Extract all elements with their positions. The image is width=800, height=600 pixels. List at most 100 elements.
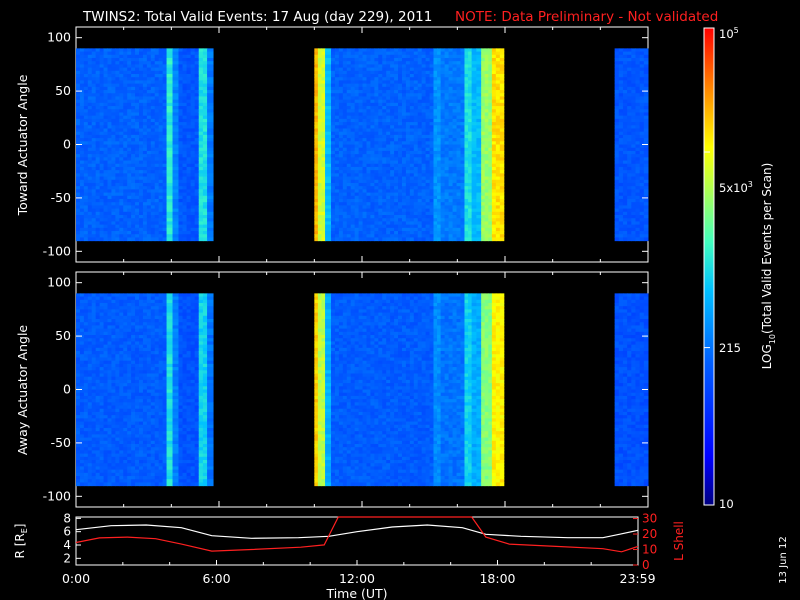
toward-heatmap-cell bbox=[186, 131, 192, 136]
toward-heatmap-cell bbox=[468, 221, 473, 226]
toward-heatmap-cell bbox=[79, 96, 85, 101]
toward-heatmap-cell bbox=[390, 144, 395, 149]
toward-heatmap-cell bbox=[464, 221, 469, 226]
toward-heatmap-cell bbox=[135, 150, 140, 155]
toward-heatmap-cell bbox=[452, 61, 458, 65]
toward-heatmap-cell bbox=[76, 237, 81, 242]
toward-heatmap-cell bbox=[425, 237, 431, 242]
toward-heatmap-cell bbox=[79, 99, 85, 104]
toward-heatmap-cell bbox=[107, 134, 112, 139]
toward-heatmap-cell bbox=[162, 144, 168, 149]
toward-heatmap-cell bbox=[314, 86, 319, 91]
toward-heatmap-cell bbox=[190, 234, 196, 238]
toward-heatmap-cell bbox=[448, 218, 454, 222]
toward-heatmap-cell bbox=[99, 224, 105, 229]
toward-heatmap-cell bbox=[150, 170, 156, 174]
toward-heatmap-cell bbox=[398, 118, 403, 123]
toward-heatmap-cell bbox=[182, 90, 188, 94]
toward-heatmap-cell bbox=[362, 166, 367, 171]
toward-heatmap-cell bbox=[452, 173, 458, 178]
toward-heatmap-cell bbox=[499, 64, 505, 69]
toward-heatmap-cell bbox=[417, 173, 423, 178]
toward-heatmap-cell bbox=[618, 115, 624, 120]
toward-heatmap-cell bbox=[476, 192, 482, 197]
toward-heatmap-cell bbox=[142, 150, 148, 155]
toward-heatmap-cell bbox=[409, 70, 415, 75]
toward-heatmap-cell bbox=[499, 93, 505, 97]
toward-heatmap-cell bbox=[95, 166, 101, 171]
toward-heatmap-cell bbox=[401, 208, 407, 213]
toward-heatmap-cell bbox=[484, 122, 489, 126]
toward-heatmap-cell bbox=[342, 144, 348, 149]
toward-heatmap-cell bbox=[95, 218, 101, 222]
toward-heatmap-cell bbox=[182, 195, 188, 200]
toward-heatmap-cell bbox=[456, 182, 462, 187]
chart-note: NOTE: Data Preliminary - Not validated bbox=[455, 9, 718, 25]
toward-heatmap-cell bbox=[413, 83, 419, 88]
toward-heatmap-cell bbox=[499, 128, 505, 133]
toward-heatmap-cell bbox=[440, 54, 446, 59]
toward-heatmap-cell bbox=[618, 160, 624, 165]
toward-heatmap-cell bbox=[417, 198, 423, 203]
toward-heatmap-cell bbox=[103, 189, 109, 194]
toward-heatmap-cell bbox=[476, 154, 482, 158]
toward-heatmap-cell bbox=[142, 80, 148, 85]
toward-heatmap-cell bbox=[150, 221, 156, 226]
toward-heatmap-cell bbox=[614, 202, 620, 206]
toward-heatmap-cell bbox=[444, 170, 450, 174]
toward-heatmap-cell bbox=[401, 77, 407, 81]
toward-heatmap-cell bbox=[471, 237, 477, 242]
toward-heatmap-cell bbox=[614, 227, 620, 232]
toward-heatmap-cell bbox=[409, 109, 415, 113]
toward-heatmap-cell bbox=[440, 170, 446, 174]
toward-heatmap-cell bbox=[374, 96, 379, 101]
toward-heatmap-cell bbox=[440, 215, 446, 219]
toward-heatmap-cell bbox=[370, 54, 375, 59]
toward-heatmap-cell bbox=[202, 224, 208, 229]
toward-heatmap-cell bbox=[460, 192, 465, 197]
toward-heatmap-cell bbox=[342, 109, 348, 113]
toward-heatmap-cell bbox=[394, 64, 399, 69]
toward-heatmap-cell bbox=[614, 99, 620, 104]
toward-heatmap-cell bbox=[142, 166, 148, 171]
toward-heatmap-cell bbox=[162, 90, 168, 94]
toward-heatmap-cell bbox=[172, 150, 179, 155]
toward-heatmap-cell bbox=[194, 227, 200, 232]
toward-heatmap-cell bbox=[362, 67, 367, 72]
toward-heatmap-cell bbox=[452, 182, 458, 187]
toward-heatmap-cell bbox=[83, 192, 89, 197]
toward-heatmap-cell bbox=[464, 138, 469, 142]
toward-heatmap-cell bbox=[146, 125, 152, 129]
toward-heatmap-cell bbox=[154, 48, 160, 53]
toward-heatmap-cell bbox=[350, 70, 356, 75]
toward-heatmap-cell bbox=[618, 109, 624, 113]
toward-heatmap-cell bbox=[131, 189, 136, 194]
toward-heatmap-cell bbox=[111, 83, 116, 88]
toward-heatmap-cell bbox=[334, 234, 340, 238]
toward-heatmap-cell bbox=[413, 208, 419, 213]
toward-heatmap-cell bbox=[99, 102, 105, 107]
toward-heatmap-cell bbox=[182, 77, 188, 81]
toward-heatmap-cell bbox=[115, 227, 120, 232]
toward-heatmap-cell bbox=[119, 215, 124, 219]
toward-heatmap-cell bbox=[614, 125, 620, 129]
toward-heatmap-cell bbox=[468, 96, 473, 101]
toward-heatmap-cell bbox=[115, 237, 120, 242]
toward-heatmap-cell bbox=[166, 77, 174, 81]
toward-heatmap-cell bbox=[346, 122, 352, 126]
toward-heatmap-cell bbox=[382, 138, 387, 142]
toward-heatmap-cell bbox=[198, 93, 204, 97]
toward-heatmap-cell bbox=[119, 163, 124, 168]
toward-heatmap-cell bbox=[417, 227, 423, 232]
toward-heatmap-cell bbox=[123, 77, 128, 81]
toward-heatmap-cell bbox=[207, 211, 214, 216]
toward-heatmap-cell bbox=[468, 166, 473, 171]
toward-heatmap-cell bbox=[382, 128, 387, 133]
toward-heatmap-cell bbox=[429, 80, 434, 85]
toward-heatmap-cell bbox=[622, 93, 628, 97]
toward-heatmap-cell bbox=[127, 93, 132, 97]
toward-heatmap-cell bbox=[186, 211, 192, 216]
toward-heatmap-cell bbox=[444, 96, 450, 101]
toward-heatmap-cell bbox=[198, 125, 204, 129]
toward-heatmap-cell bbox=[433, 154, 438, 158]
